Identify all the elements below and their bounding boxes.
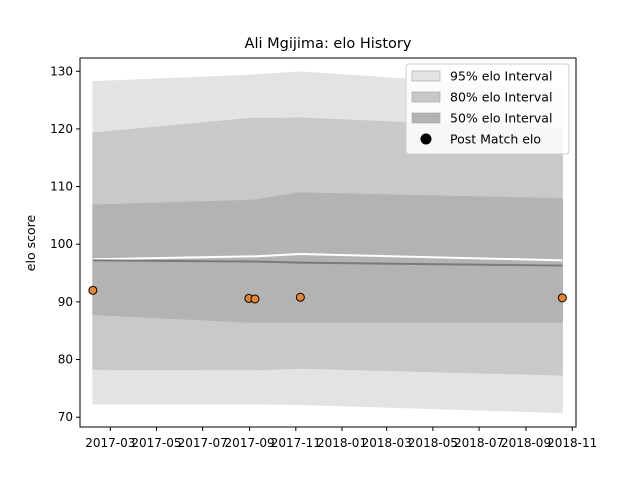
line-series-4 — [92, 259, 563, 267]
y-tick-label: 130 — [50, 64, 73, 78]
x-tick-label: 2018-07 — [454, 436, 504, 450]
band-50-elo-interval — [92, 192, 563, 323]
y-tick-label: 100 — [50, 237, 73, 251]
x-tick-label: 2017-11 — [271, 436, 321, 450]
y-tick-label: 80 — [58, 353, 73, 367]
y-tick-label: 70 — [58, 410, 73, 424]
legend-marker — [420, 133, 432, 145]
legend-label: 80% elo Interval — [450, 90, 552, 105]
post-match-elo-point — [88, 285, 98, 295]
x-tick-label: 2017-03 — [85, 436, 135, 450]
line-series-3 — [92, 253, 563, 262]
post-match-elo-point — [295, 292, 305, 302]
legend-swatch — [411, 112, 441, 124]
x-tick-label: 2017-05 — [131, 436, 181, 450]
y-axis-label: elo score — [23, 215, 38, 272]
y-tick-label: 90 — [58, 295, 73, 309]
legend-label: 95% elo Interval — [450, 69, 552, 84]
x-tick-label: 2018-09 — [501, 436, 551, 450]
legend: 95% elo Interval 80% elo Interval 50% elo … — [405, 63, 570, 155]
x-tick-label: 2018-01 — [317, 436, 367, 450]
x-tick-label: 2018-11 — [547, 436, 597, 450]
plot-area: 7080901001101201302017-032017-052017-072… — [50, 57, 597, 450]
y-tick-label: 120 — [50, 122, 73, 136]
chart-title: Ali Mgijima: elo History — [245, 36, 412, 52]
x-tick-label: 2018-03 — [362, 436, 412, 450]
post-match-elo-point — [557, 293, 567, 303]
x-tick-label: 2018-05 — [408, 436, 458, 450]
post-match-elo-point — [250, 294, 260, 304]
legend-box — [405, 63, 570, 155]
x-tick-label: 2017-09 — [225, 436, 275, 450]
y-tick-label: 110 — [50, 180, 73, 194]
legend-label: 50% elo Interval — [450, 111, 552, 126]
legend-swatch — [411, 91, 441, 103]
x-tick-label: 2017-07 — [178, 436, 228, 450]
legend-label: Post Match elo — [450, 132, 541, 147]
axes-frame — [79, 57, 577, 428]
legend-swatch — [411, 70, 441, 82]
